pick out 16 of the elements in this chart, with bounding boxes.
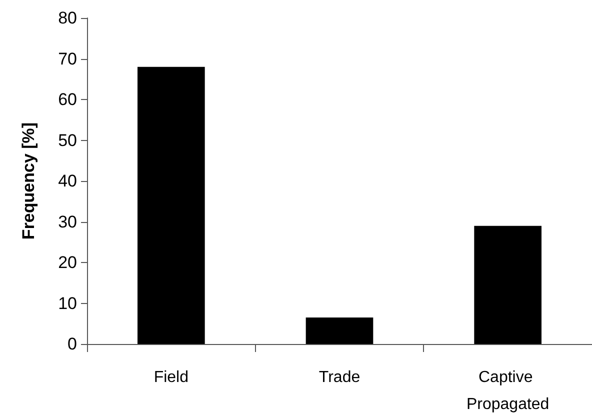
y-tick-label: 30 — [58, 212, 77, 232]
x-tick-label: Field — [154, 369, 189, 386]
x-tick-label: Captive Propagated — [466, 369, 550, 413]
bar — [306, 318, 374, 344]
x-tick-label: Trade — [318, 369, 360, 386]
y-tick-label: 70 — [58, 49, 77, 68]
y-tick-label: 50 — [58, 130, 77, 150]
y-tick-label: 80 — [58, 8, 77, 28]
y-tick-label: 0 — [68, 334, 77, 354]
y-tick-label: 10 — [58, 294, 77, 313]
y-tick-label: 40 — [58, 172, 77, 190]
bar — [474, 226, 542, 344]
y-tick-label: 20 — [58, 253, 77, 272]
y-tick-label: 60 — [58, 90, 77, 109]
y-axis-title: Frequency [%] — [19, 122, 38, 240]
bar — [138, 66, 205, 344]
